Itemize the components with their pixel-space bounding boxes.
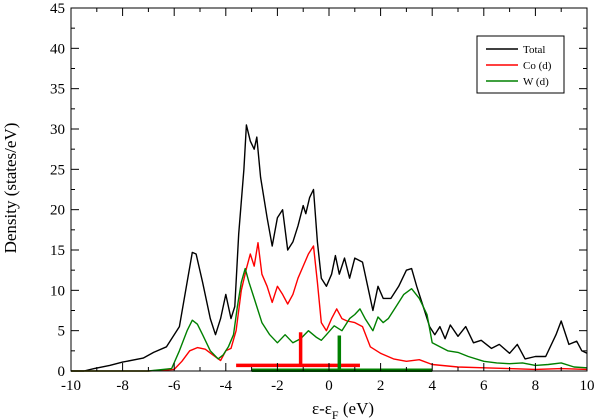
- x-axis-label-sub: F: [332, 408, 339, 419]
- legend-label-2: W (d): [523, 76, 549, 88]
- y-tick-label: 30: [50, 122, 65, 138]
- y-tick-label: 15: [50, 243, 65, 259]
- y-tick-label: 10: [50, 283, 65, 299]
- x-axis-label: ε-εF (eV): [312, 399, 374, 419]
- x-axis-label-main: ε-ε: [312, 399, 332, 418]
- legend: Total Co (d) W (d): [476, 35, 565, 94]
- x-tick-label: 6: [480, 378, 488, 394]
- x-tick-label: 2: [377, 378, 385, 394]
- y-ticks: 0 5 10 15 20 25 30 35 40 45: [50, 1, 587, 380]
- x-tick-label: -6: [168, 378, 181, 394]
- series-line-0: [71, 124, 588, 372]
- y-tick-label: 5: [58, 324, 66, 340]
- x-tick-label: 0: [325, 378, 333, 394]
- y-tick-label: 45: [50, 1, 65, 17]
- series-layer: [71, 124, 588, 372]
- legend-label-0: Total: [523, 44, 545, 56]
- y-tick-label: 35: [50, 82, 65, 98]
- x-tick-label: -8: [116, 378, 129, 394]
- series-line-1: [71, 242, 588, 372]
- series-line-2: [71, 267, 588, 372]
- x-tick-label: 4: [428, 378, 436, 394]
- legend-label-1: Co (d): [523, 60, 552, 72]
- x-tick-label: -4: [220, 378, 233, 394]
- x-tick-label: 8: [532, 378, 540, 394]
- marker-layer: [236, 332, 433, 372]
- x-tick-label: -2: [271, 378, 284, 394]
- y-tick-label: 40: [50, 41, 65, 57]
- x-tick-label: 10: [580, 378, 595, 394]
- x-tick-label: -10: [61, 378, 81, 394]
- y-axis-label: Density (states/eV): [1, 123, 20, 254]
- y-tick-label: 25: [50, 162, 65, 178]
- x-axis-label-unit: (eV): [339, 399, 374, 418]
- y-tick-label: 0: [58, 364, 66, 380]
- y-tick-label: 20: [50, 203, 65, 219]
- x-ticks: -10 -8 -6 -4 -2 0 2 4 6 8 10: [61, 8, 595, 394]
